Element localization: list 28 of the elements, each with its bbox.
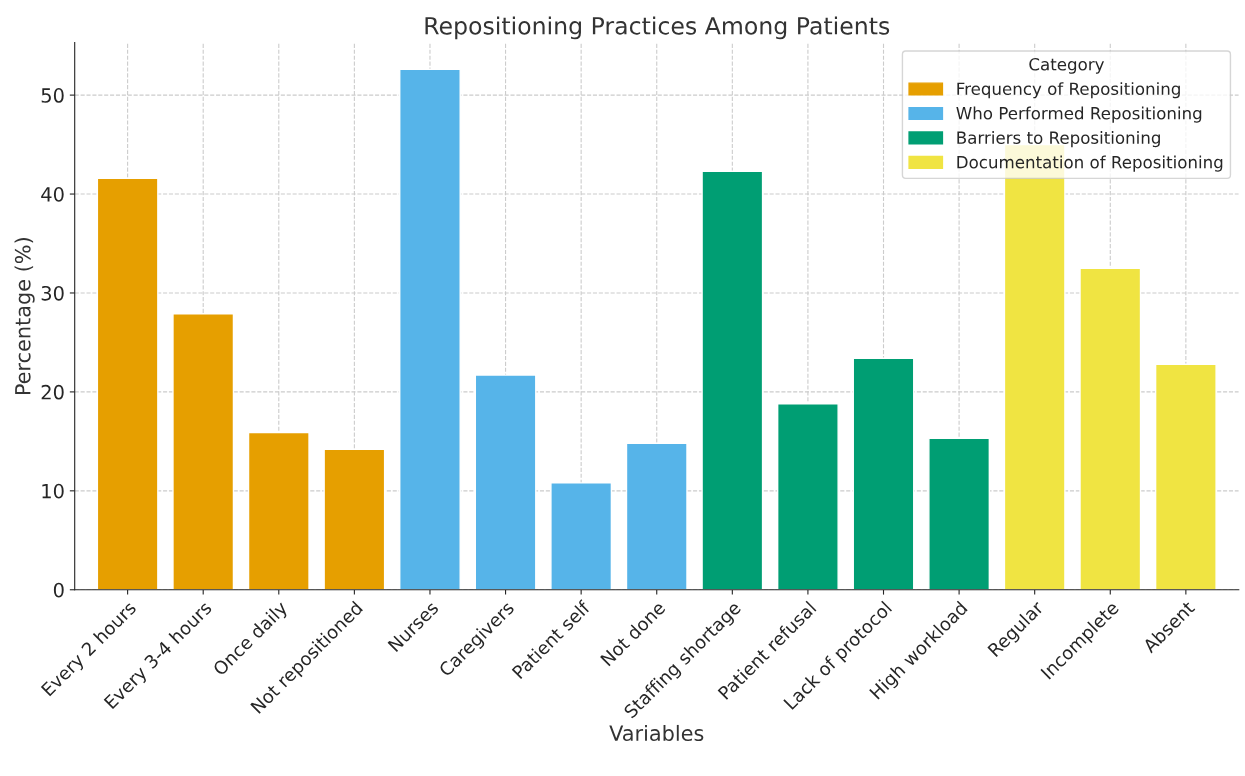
bar bbox=[1079, 267, 1142, 590]
bar bbox=[172, 313, 235, 590]
legend-label: Who Performed Repositioning bbox=[956, 106, 1202, 123]
legend-title: Category bbox=[1029, 57, 1104, 74]
bar bbox=[852, 357, 915, 590]
legend-label: Documentation of Repositioning bbox=[957, 155, 1223, 172]
x-axis-title: Variables bbox=[609, 724, 704, 742]
bar bbox=[323, 448, 386, 590]
bar bbox=[1154, 363, 1217, 590]
chart-title: Repositioning Practices Among Patients bbox=[425, 16, 890, 40]
y-tick-label: 0 bbox=[53, 582, 64, 598]
y-tick-label: 30 bbox=[41, 285, 64, 301]
y-tick-label: 50 bbox=[41, 88, 64, 103]
bar bbox=[928, 437, 991, 590]
bar bbox=[550, 482, 613, 590]
y-tick-label: 10 bbox=[42, 483, 64, 499]
y-axis-title: Percentage (%) bbox=[14, 238, 35, 395]
bar bbox=[701, 170, 764, 590]
bar bbox=[247, 431, 310, 590]
legend-label: Frequency of Repositioning bbox=[957, 82, 1180, 99]
bar bbox=[776, 403, 839, 590]
bar bbox=[399, 68, 461, 590]
legend-label: Barriers to Repositioning bbox=[957, 131, 1160, 148]
bar bbox=[474, 374, 537, 590]
y-tick-label: 20 bbox=[41, 384, 64, 400]
bar bbox=[96, 177, 159, 590]
bar bbox=[625, 442, 688, 590]
y-tick-label: 40 bbox=[41, 187, 64, 202]
